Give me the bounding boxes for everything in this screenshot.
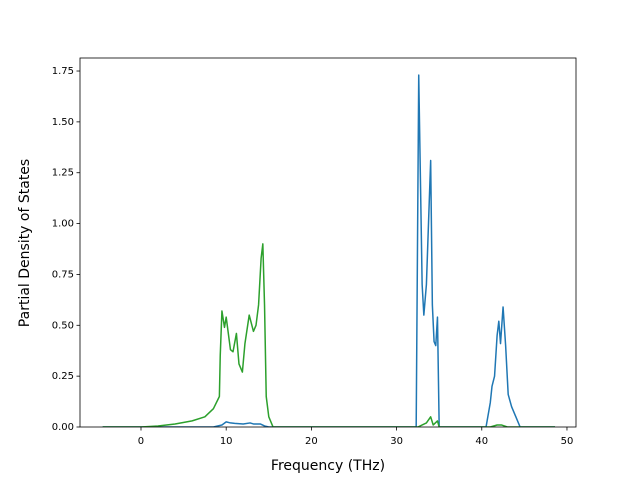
y-tick-label: 1.50 [52, 117, 74, 128]
x-tick-label: 40 [475, 436, 488, 447]
data-line [102, 74, 556, 427]
x-tick-label: 20 [305, 436, 318, 447]
y-axis-label: Partial Density of States [17, 159, 33, 327]
x-tick-label: 10 [220, 436, 233, 447]
x-tick-label: 0 [138, 436, 144, 447]
plot-frame [79, 57, 577, 428]
x-tick-label: 50 [561, 436, 574, 447]
y-tick-label: 0.75 [52, 269, 74, 280]
x-axis-label: Frequency (THz) [271, 458, 385, 474]
data-line [102, 243, 556, 427]
x-tick-label: 30 [390, 436, 403, 447]
y-tick-label: 1.75 [52, 66, 74, 77]
y-tick-label: 0.00 [52, 422, 74, 433]
y-tick-label: 1.25 [52, 168, 74, 179]
y-tick-label: 1.00 [52, 219, 74, 230]
y-tick-label: 0.50 [52, 320, 74, 331]
y-tick-label: 0.25 [52, 371, 74, 382]
